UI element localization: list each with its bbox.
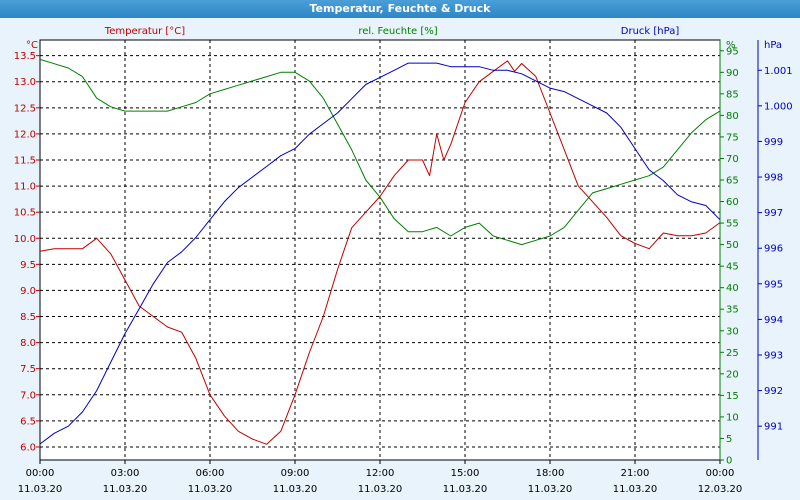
pressure-axis-title: Druck [hPa] xyxy=(621,26,680,37)
pressure-line xyxy=(39,62,721,445)
tick-label-pressure: 993 xyxy=(764,351,783,362)
tick-label-temperature: 6.5 xyxy=(20,416,36,427)
pressure-unit-label: hPa xyxy=(764,40,782,51)
tick-label-temperature: 6.0 xyxy=(20,442,36,453)
temperature-axis-title: Temperatur [°C] xyxy=(104,26,185,37)
tick-label-pressure: 997 xyxy=(764,208,783,219)
tick-label-time: 03:00 xyxy=(111,468,140,479)
pressure-ticks: 991 992 993 994 995 996 997 998 999 1.000 1.001 xyxy=(758,66,793,433)
tick-label-time: 09:00 xyxy=(281,468,310,479)
tick-label-humidity: 55 xyxy=(726,219,739,230)
tick-label-pressure: 1.000 xyxy=(764,101,793,112)
tick-label-pressure: 994 xyxy=(764,315,783,326)
tick-label-date: 12.03.20 xyxy=(698,484,743,495)
tick-label-humidity: 80 xyxy=(726,111,739,122)
tick-label-pressure: 991 xyxy=(764,422,783,433)
tick-label-temperature: 13.5 xyxy=(14,51,36,62)
tick-label-temperature: 9.0 xyxy=(20,286,36,297)
tick-label-temperature: 7.5 xyxy=(20,364,36,375)
tick-label-temperature: 8.5 xyxy=(20,312,36,323)
tick-label-humidity: 40 xyxy=(726,283,739,294)
tick-label-humidity: 45 xyxy=(726,262,739,273)
tick-label-pressure: 996 xyxy=(764,244,783,255)
tick-label-pressure: 998 xyxy=(764,173,783,184)
tick-label-time: 18:00 xyxy=(536,468,565,479)
tick-label-humidity: 50 xyxy=(726,240,739,251)
tick-label-temperature: 12.0 xyxy=(14,129,36,140)
tick-label-humidity: 25 xyxy=(726,348,739,359)
time-ticks: 00:00 11.03.20 03:00 11.03.20 06:00 11.03.20 0… xyxy=(18,460,743,495)
tick-label-date: 11.03.20 xyxy=(273,484,318,495)
humidity-axis-title: rel. Feuchte [%] xyxy=(358,26,437,37)
humidity-line xyxy=(39,58,721,246)
grid-horizontal xyxy=(40,55,720,448)
tick-label-temperature: 10.0 xyxy=(14,234,36,245)
window-title: Temperatur, Feuchte & Druck xyxy=(0,0,800,18)
tick-label-temperature: 7.0 xyxy=(20,390,36,401)
tick-label-humidity: 75 xyxy=(726,132,739,143)
tick-label-date: 11.03.20 xyxy=(188,484,233,495)
tick-label-time: 21:00 xyxy=(621,468,650,479)
tick-label-humidity: 20 xyxy=(726,369,739,380)
series-layer xyxy=(39,58,721,445)
humidity-unit-label: % xyxy=(726,40,736,51)
tick-label-temperature: 8.0 xyxy=(20,338,36,349)
tick-label-date: 11.03.20 xyxy=(103,484,148,495)
tick-label-humidity: 35 xyxy=(726,305,739,316)
tick-label-humidity: 60 xyxy=(726,197,739,208)
humidity-ticks: 0 5 10 15 20 25 30 35 40 45 50 55 60 65 70 75 80 85 90 95 xyxy=(720,46,739,467)
tick-label-date: 11.03.20 xyxy=(528,484,573,495)
tick-label-time: 15:00 xyxy=(451,468,480,479)
tick-label-humidity: 85 xyxy=(726,89,739,100)
tick-label-time: 00:00 xyxy=(706,468,735,479)
tick-label-humidity: 65 xyxy=(726,176,739,187)
tick-label-humidity: 10 xyxy=(726,412,739,423)
tick-label-temperature: 13.0 xyxy=(14,77,36,88)
tick-label-humidity: 70 xyxy=(726,154,739,165)
tick-label-date: 11.03.20 xyxy=(358,484,403,495)
tick-label-date: 11.03.20 xyxy=(613,484,658,495)
tick-label-temperature: 10.5 xyxy=(14,208,36,219)
tick-label-pressure: 995 xyxy=(764,279,783,290)
tick-label-temperature: 12.5 xyxy=(14,103,36,114)
tick-label-humidity: 15 xyxy=(726,391,739,402)
tick-label-pressure: 1.001 xyxy=(764,66,793,77)
tick-label-temperature: 11.5 xyxy=(14,156,36,167)
tick-label-time: 06:00 xyxy=(196,468,225,479)
tick-label-humidity: 90 xyxy=(726,68,739,79)
tick-label-humidity: 0 xyxy=(726,456,732,467)
tick-label-date: 11.03.20 xyxy=(443,484,488,495)
tick-label-time: 00:00 xyxy=(26,468,55,479)
tick-label-humidity: 95 xyxy=(726,46,739,57)
temperature-ticks: 6.0 6.5 7.0 7.5 8.0 8.5 9.0 9.5 10.0 10.5 11.0 11.5… xyxy=(14,51,40,453)
temperature-line xyxy=(39,60,721,445)
tick-label-pressure: 999 xyxy=(764,137,783,148)
tick-label-humidity: 5 xyxy=(726,434,732,445)
tick-label-temperature: 11.0 xyxy=(14,182,36,193)
tick-label-humidity: 30 xyxy=(726,326,739,337)
temperature-unit-label: °C xyxy=(26,40,38,51)
tick-label-pressure: 992 xyxy=(764,386,783,397)
tick-label-time: 12:00 xyxy=(366,468,395,479)
tick-label-date: 11.03.20 xyxy=(18,484,63,495)
tick-label-temperature: 9.5 xyxy=(20,260,36,271)
